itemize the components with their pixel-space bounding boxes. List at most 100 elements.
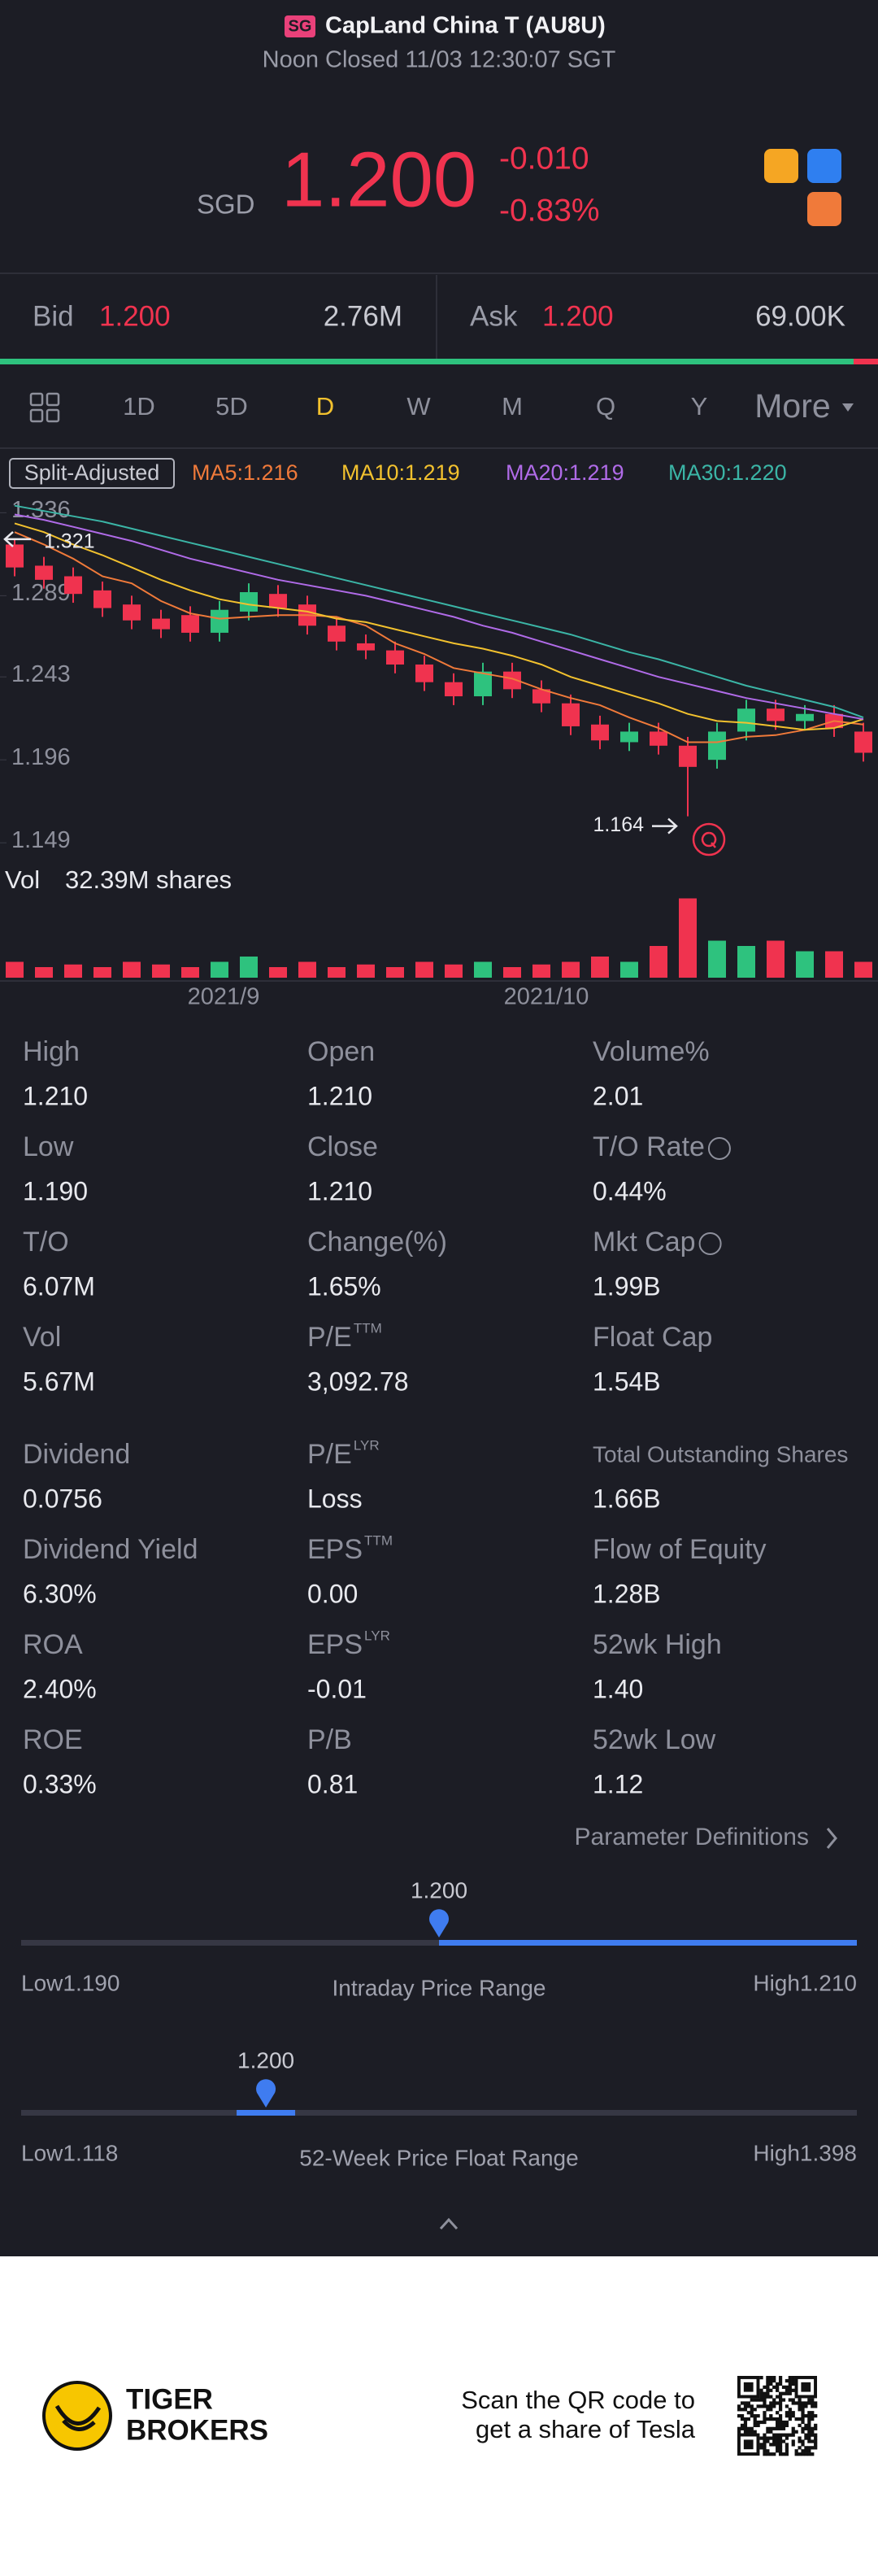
qr-cell bbox=[776, 2423, 780, 2428]
volume-bar bbox=[35, 967, 53, 978]
qr-cell bbox=[788, 2385, 792, 2389]
qr-cell bbox=[811, 2426, 815, 2430]
dropdown-caret[interactable] bbox=[842, 403, 854, 412]
adjust-box[interactable] bbox=[9, 458, 175, 489]
qr-cell bbox=[807, 2414, 811, 2418]
q-button[interactable] bbox=[692, 822, 726, 856]
qr-cell bbox=[807, 2430, 811, 2434]
volume-bar bbox=[386, 967, 404, 978]
layout-icon[interactable] bbox=[29, 392, 60, 423]
qr-cell bbox=[766, 2408, 770, 2412]
period-tab[interactable]: Q bbox=[596, 392, 615, 421]
candle-body bbox=[503, 671, 521, 690]
qr-cell bbox=[776, 2388, 780, 2392]
qr-cell bbox=[763, 2452, 767, 2456]
period-tab[interactable]: 5D bbox=[215, 392, 248, 421]
qr-cell bbox=[807, 2426, 811, 2430]
stat-label: T/O bbox=[23, 1227, 69, 1257]
badge-text: SG bbox=[289, 17, 312, 35]
period-tab[interactable]: W bbox=[406, 392, 431, 421]
stat-value: Loss bbox=[307, 1484, 363, 1513]
collapse-chevron[interactable] bbox=[439, 2217, 459, 2230]
stat-label: EPS bbox=[307, 1629, 363, 1660]
qr-cell bbox=[759, 2443, 763, 2447]
qr-cell bbox=[791, 2382, 795, 2386]
qr-cell bbox=[801, 2408, 805, 2412]
qr-cell bbox=[756, 2398, 760, 2402]
qr-cell bbox=[763, 2439, 767, 2443]
qr-cell bbox=[743, 2426, 748, 2430]
qr-cell bbox=[766, 2449, 770, 2453]
qr-cell bbox=[807, 2398, 811, 2402]
candle-body bbox=[6, 544, 24, 568]
qr-cell bbox=[781, 2385, 786, 2389]
qr-cell bbox=[740, 2417, 745, 2421]
stat-label: Change(%) bbox=[307, 1227, 447, 1257]
range-pin bbox=[428, 1909, 450, 1937]
qr-cell bbox=[778, 2452, 783, 2456]
info-icon[interactable] bbox=[707, 1137, 731, 1160]
change-percent: -0.83% bbox=[499, 193, 600, 228]
bid-size: 2.76M bbox=[324, 300, 402, 332]
qr-cell bbox=[807, 2452, 811, 2456]
qr-cell bbox=[788, 2376, 792, 2380]
qr-cell bbox=[778, 2439, 783, 2443]
qr-cell bbox=[746, 2430, 750, 2434]
period-tab[interactable]: Y bbox=[691, 392, 708, 421]
qr-cell bbox=[743, 2420, 748, 2425]
qr-cell bbox=[763, 2436, 767, 2440]
chevron-right[interactable] bbox=[826, 1828, 837, 1849]
qr-cell bbox=[750, 2426, 754, 2430]
qr-cell bbox=[788, 2408, 792, 2412]
qr-cell bbox=[791, 2443, 795, 2447]
qr-cell bbox=[785, 2404, 789, 2408]
stat-label: Float Cap bbox=[593, 1322, 712, 1353]
stat-label: Mkt Cap bbox=[593, 1227, 696, 1257]
volume-bar bbox=[64, 964, 82, 978]
parameter-link[interactable]: Parameter Definitions bbox=[575, 1824, 809, 1850]
qr-cell bbox=[781, 2439, 786, 2443]
qr-cell bbox=[759, 2436, 763, 2440]
qr-cell bbox=[804, 2426, 808, 2430]
qr-cell bbox=[753, 2414, 757, 2418]
qr-cell bbox=[781, 2398, 786, 2402]
qr-cell bbox=[798, 2446, 802, 2450]
icon-dollar[interactable] bbox=[764, 149, 798, 183]
qr-cell bbox=[814, 2443, 818, 2447]
period-tab[interactable]: More bbox=[754, 387, 830, 425]
qr-cell bbox=[781, 2391, 786, 2395]
qr-cell bbox=[794, 2430, 798, 2434]
candle-body bbox=[386, 650, 404, 665]
qr-cell bbox=[737, 2414, 741, 2418]
icon-flash[interactable] bbox=[807, 149, 841, 183]
change: -0.010 bbox=[499, 141, 589, 176]
qr-cell bbox=[776, 2385, 780, 2389]
qr-cell bbox=[791, 2414, 795, 2418]
stat-label: Flow of Equity bbox=[593, 1534, 767, 1565]
qr-cell bbox=[814, 2414, 818, 2418]
candle-body bbox=[854, 731, 872, 753]
stat-label: Low bbox=[23, 1131, 74, 1162]
brand-logo bbox=[42, 2381, 112, 2451]
qr-code bbox=[737, 2375, 818, 2456]
volume-bar bbox=[650, 946, 667, 978]
qr-cell bbox=[811, 2401, 815, 2405]
qr-cell bbox=[788, 2411, 792, 2415]
qr-cell bbox=[753, 2420, 757, 2425]
icon-tool[interactable] bbox=[807, 192, 841, 226]
ma-legend: MA20:1.219 bbox=[506, 460, 624, 485]
qr-cell bbox=[814, 2433, 818, 2437]
qr-cell bbox=[788, 2414, 792, 2418]
stat-label: ROA bbox=[23, 1629, 83, 1660]
qr-cell bbox=[807, 2446, 811, 2450]
period-tab[interactable]: M bbox=[502, 392, 523, 421]
period-tab[interactable]: D bbox=[316, 392, 334, 421]
qr-cell bbox=[814, 2426, 818, 2430]
qr-cell bbox=[785, 2452, 789, 2456]
stat-label: P/B bbox=[307, 1724, 352, 1755]
adjust-label[interactable]: Split-Adjusted bbox=[24, 460, 160, 485]
info-icon[interactable] bbox=[698, 1232, 722, 1255]
qr-cell bbox=[791, 2426, 795, 2430]
period-tab[interactable]: 1D bbox=[123, 392, 155, 421]
qr-cell bbox=[785, 2378, 789, 2383]
